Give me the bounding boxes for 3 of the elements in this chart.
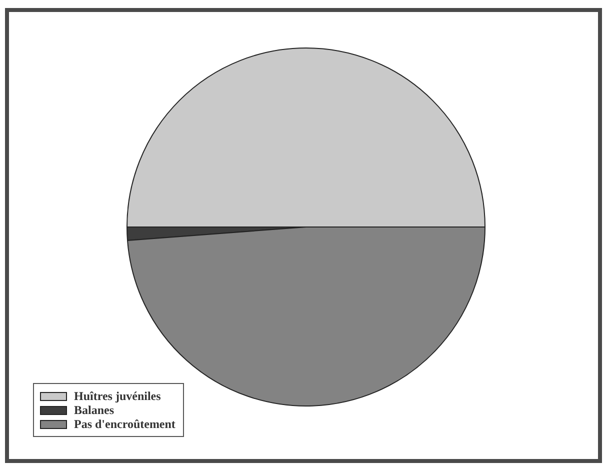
legend-label: Pas d'encroûtement <box>74 417 176 431</box>
legend-label: Balanes <box>74 403 114 417</box>
legend-label: Huîtres juvéniles <box>74 389 161 403</box>
